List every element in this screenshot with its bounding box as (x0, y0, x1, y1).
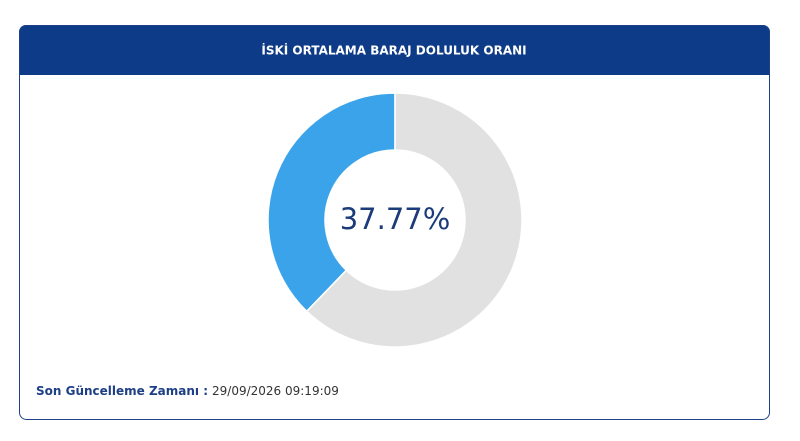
footer-label: Son Güncelleme Zamanı : (36, 384, 208, 398)
footer-time: 29/09/2026 09:19:09 (212, 384, 339, 398)
donut-segment (305, 92, 523, 348)
footer: Son Güncelleme Zamanı : 29/09/2026 09:19:… (36, 384, 339, 398)
card-border (19, 25, 770, 420)
card-header (19, 25, 770, 75)
donut: 37.77% (267, 92, 523, 348)
donut-segment (267, 92, 396, 313)
chart-title: İSKİ ORTALAMA BARAJ DOLULUK ORANI (261, 43, 526, 58)
card (19, 25, 770, 420)
center-label: 37.77% (340, 202, 451, 236)
